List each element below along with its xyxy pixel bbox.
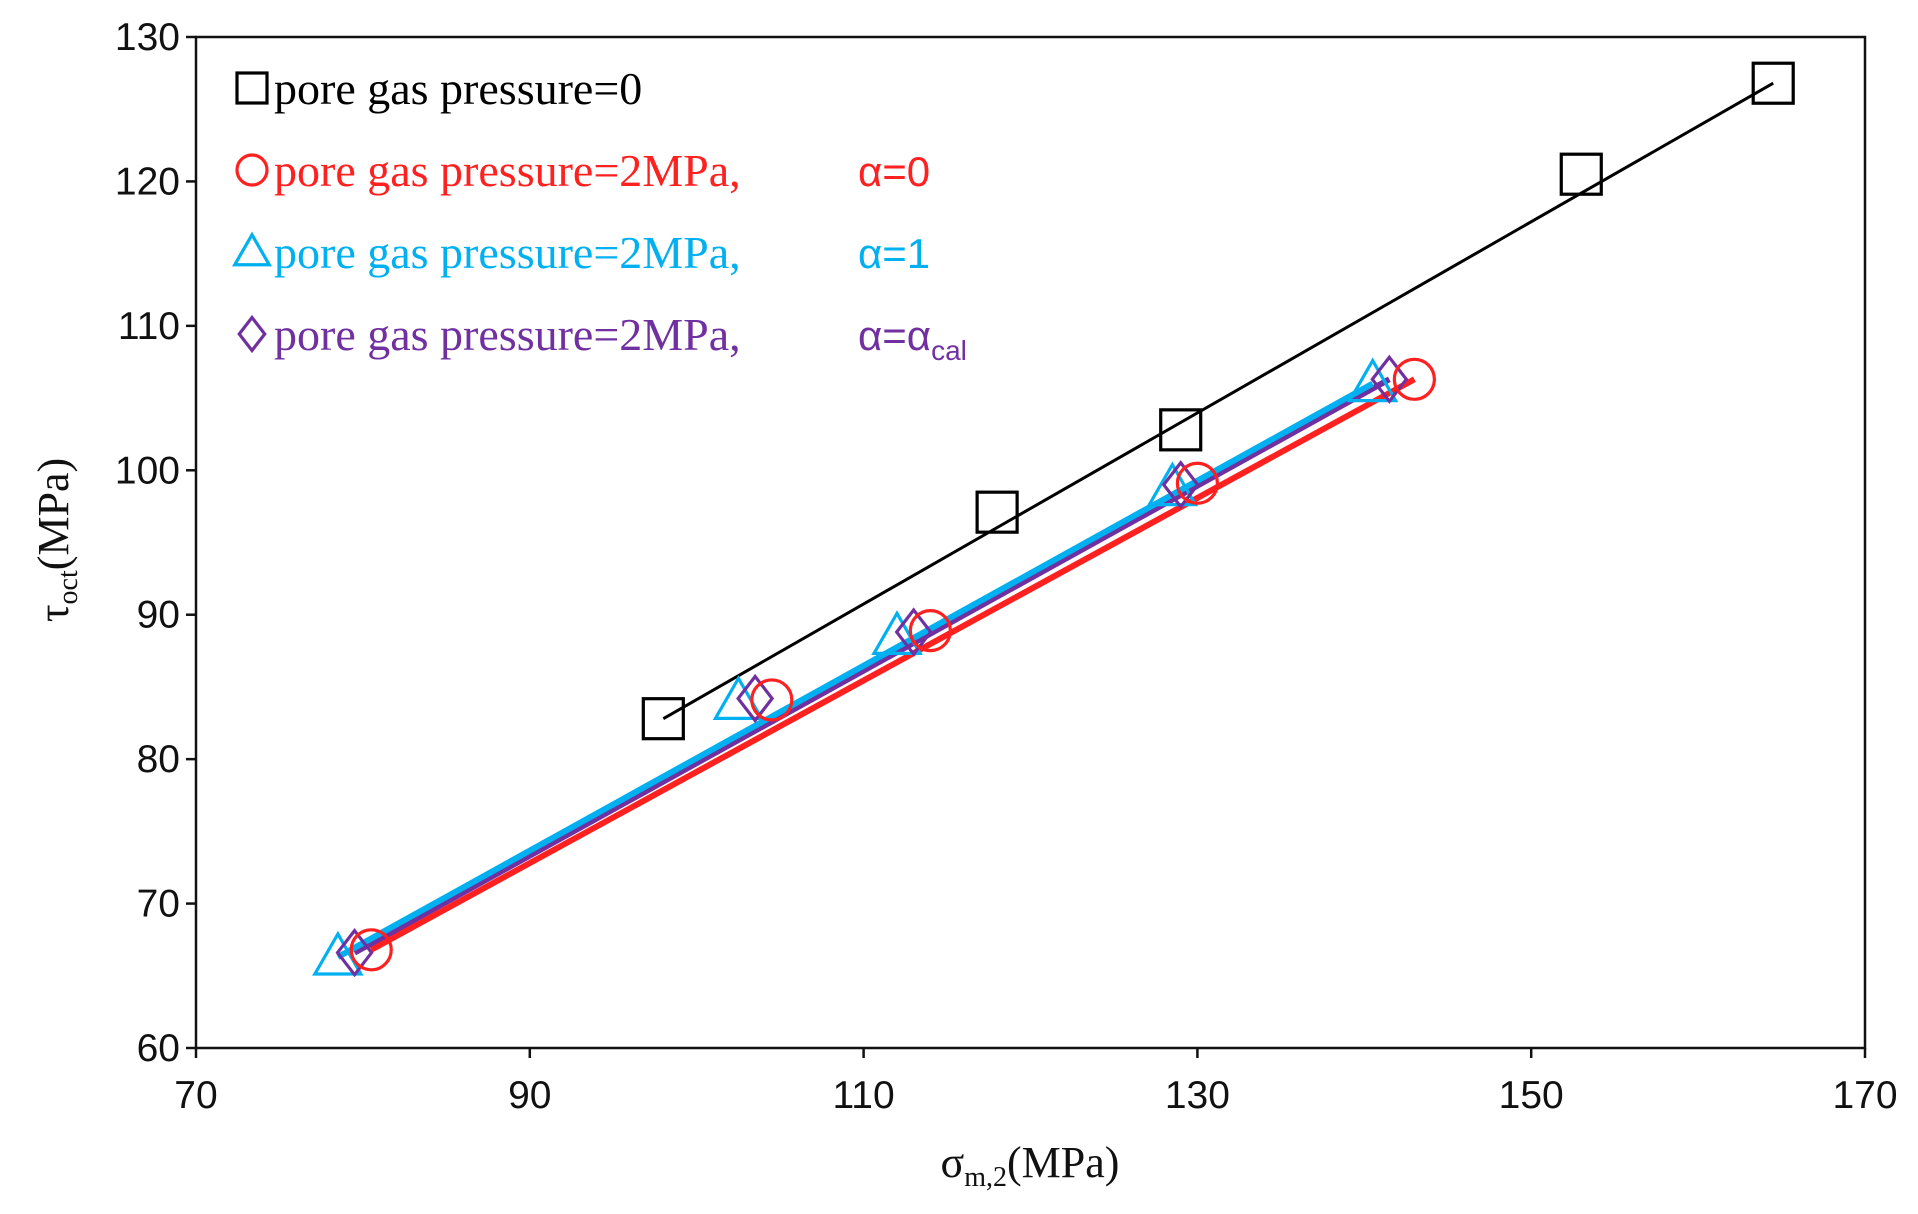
diamond-marker [237,314,267,354]
y-axis-subscript: oct [53,570,84,604]
legend-label: pore gas pressure=2MPa, [274,227,741,278]
y-tick-label: 130 [115,16,180,59]
square-marker [975,490,1019,534]
x-axis-unit: (MPa) [1007,1138,1119,1187]
triangle-marker [312,930,364,976]
x-axis-subscript: m,2 [964,1162,1007,1193]
legend-alpha-main: α=1 [858,230,930,277]
x-tick-label: 150 [1499,1074,1564,1117]
square-marker [1751,61,1795,105]
diamond-marker [1370,354,1409,404]
diamond-marker [736,673,775,724]
square-marker [641,697,685,741]
triangle-marker [871,610,923,655]
circle-marker [1392,357,1436,401]
legend-label: pore gas pressure=0 [274,63,642,114]
circle-marker [908,609,952,653]
square-marker [235,71,269,105]
square-marker [1159,408,1203,452]
legend-alpha-main: α=0 [858,148,930,195]
x-tick-label: 170 [1832,1074,1897,1117]
triangle-marker [1346,357,1399,403]
x-tick-label: 130 [1165,1074,1230,1117]
circle-marker [235,153,269,187]
triangle-marker [1146,461,1199,507]
y-axis-symbol: τ [29,604,78,622]
x-axis-symbol: σ [941,1138,965,1187]
legend-alpha-label: α=αcal [858,312,967,366]
circle-marker [349,928,393,972]
legend-alpha-label: α=0 [858,148,930,195]
circle-marker [750,678,794,722]
y-axis-unit: (MPa) [29,458,78,570]
diamond-marker [1161,460,1200,510]
triangle-marker [712,675,765,720]
y-tick-label: 110 [118,305,180,348]
diamond-marker [894,607,933,657]
y-tick-label: 120 [115,160,180,203]
x-tick-label: 110 [833,1074,895,1117]
y-tick-label: 80 [137,738,180,781]
legend-label: pore gas pressure=2MPa, [274,145,741,196]
y-tick-label: 60 [137,1027,180,1070]
legend-label: pore gas pressure=2MPa, [274,309,741,360]
legend-alpha-label: α=1 [858,230,930,277]
square-marker [1559,152,1603,196]
fit-line-square [662,81,1774,721]
y-tick-label: 90 [137,594,180,637]
diamond-marker [335,928,374,978]
legend-item-square: pore gas pressure=0 [235,63,642,114]
x-axis-ticks: 70 90 110 130 150 170 [174,1048,1898,1117]
y-axis-title: τoct(MPa) [29,458,84,622]
legend-alpha-main: α=α [858,312,931,359]
legend-item-diamond: pore gas pressure=2MPa, α=αcal [237,309,967,366]
data-markers [312,61,1795,978]
y-tick-label: 70 [137,883,180,926]
circle-marker [1175,461,1220,505]
fit-line-triangle [336,381,1375,960]
y-axis-ticks: 60 70 80 90 100 110 120 130 [115,16,196,1070]
fit-line-circle [369,376,1416,953]
x-tick-label: 90 [508,1074,551,1117]
legend-item-circle: pore gas pressure=2MPa, α=0 [235,145,930,196]
triangle-marker [231,231,273,267]
legend: pore gas pressure=0 pore gas pressure=2MP… [231,63,967,366]
x-tick-label: 70 [174,1074,217,1117]
legend-alpha-subscript: cal [931,335,967,366]
x-axis-title: σm,2(MPa) [941,1138,1120,1193]
y-tick-label: 100 [115,449,180,492]
legend-item-triangle: pore gas pressure=2MPa, α=1 [231,227,930,278]
